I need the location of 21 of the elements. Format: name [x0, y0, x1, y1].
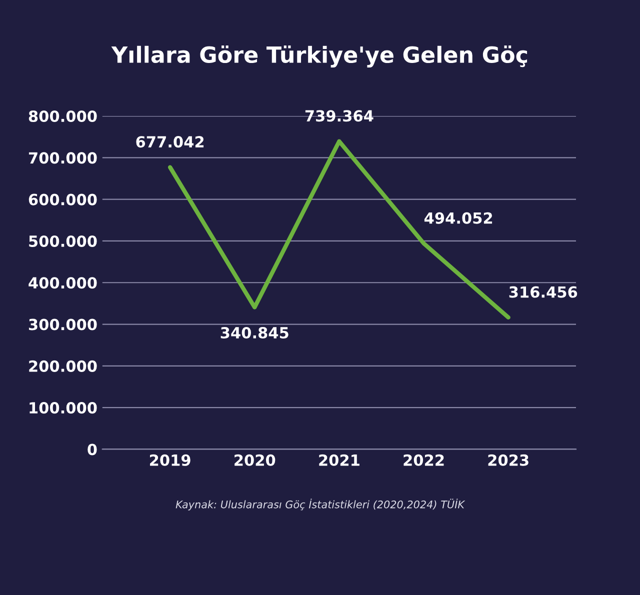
x-tick-label: 2021 [319, 454, 360, 466]
y-tick-label: 100.000 [30, 402, 97, 414]
x-tick-label: 2022 [404, 454, 444, 466]
y-tick-label: 400.000 [28, 277, 97, 289]
x-tick-label: 2019 [150, 454, 190, 466]
data-label: 677.042 [136, 136, 204, 148]
data-label: 340.845 [220, 326, 288, 339]
chart-title: Yıllara Göre Türkiye'ye Gelen Göç [111, 46, 528, 68]
y-tick-label: 600.000 [28, 194, 97, 206]
y-tick-label: 500.000 [29, 235, 97, 247]
y-tick-label: 300.000 [28, 318, 97, 330]
y-tick-label: 0 [88, 444, 97, 456]
data-label: 739.364 [305, 110, 374, 122]
text: Kaynak: Uluslararası Göç İstatistikleri (2020,2024) TÜİK [176, 498, 466, 510]
y-tick-label: 200.000 [29, 360, 97, 372]
data-label: 316.456 [509, 286, 578, 298]
x-tick-label: 2020 [234, 454, 276, 466]
y-tick-label: 700.000 [28, 152, 97, 164]
data-label: 494.052 [424, 212, 492, 224]
x-tick-label: 2023 [488, 454, 528, 466]
y-tick-label: 800.000 [28, 110, 97, 122]
